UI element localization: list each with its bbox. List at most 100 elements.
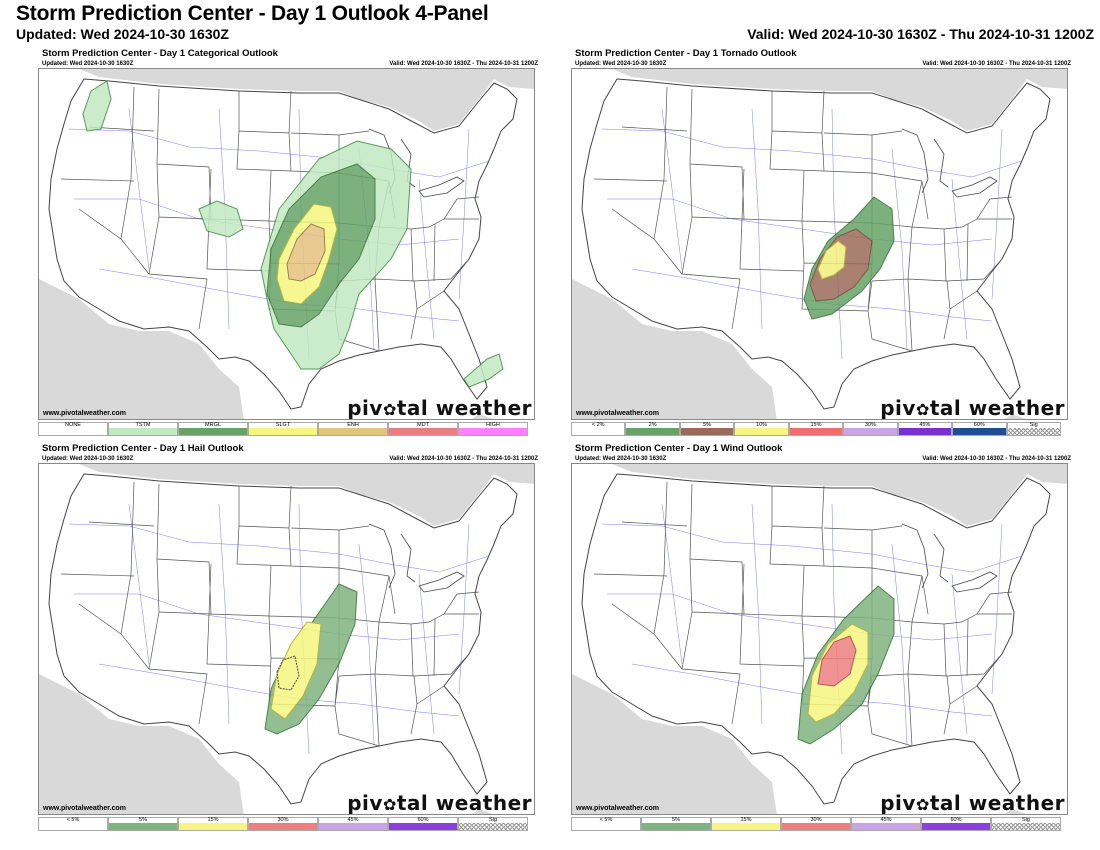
legend-item: 45% — [851, 817, 921, 831]
us-outline — [48, 473, 518, 805]
legend-label: Sig — [489, 817, 497, 823]
legend-label: < 5% — [66, 817, 80, 823]
legend-label: 60% — [973, 422, 985, 428]
legend-swatch — [389, 823, 457, 830]
legend-label: 45% — [347, 817, 359, 823]
logo-text-part2: tal weather — [929, 791, 1065, 815]
legend-swatch — [39, 428, 107, 435]
legend-item: ENH — [318, 422, 388, 436]
legend-swatch — [249, 428, 317, 435]
valid-label: Valid: Wed 2024-10-30 1630Z - Thu 2024-1… — [747, 26, 1094, 42]
legend-item: 15% — [178, 817, 248, 831]
panel-title: Storm Prediction Center - Day 1 Tornado … — [575, 48, 797, 59]
legend-swatch — [459, 428, 527, 435]
legend-swatch — [109, 823, 177, 830]
legend-swatch — [319, 428, 387, 435]
legend-item: 30% — [248, 817, 318, 831]
us-map — [572, 464, 1067, 814]
legend-item: NONE — [38, 422, 108, 436]
legend-label: 30% — [810, 817, 822, 823]
legend-swatch — [109, 428, 177, 435]
legend-label: 5% — [703, 422, 712, 428]
us-outline — [581, 473, 1051, 805]
legend-swatch — [319, 823, 387, 830]
mexico-land — [39, 674, 244, 814]
legend-label: 5% — [139, 817, 147, 823]
legend-label: 5% — [672, 817, 680, 823]
legend-swatch — [249, 823, 317, 830]
pivotal-weather-logo: piv✿tal weather — [347, 396, 532, 419]
logo-text-part1: piv — [880, 791, 916, 815]
legend-label: 15% — [207, 817, 219, 823]
legend-swatch — [852, 823, 920, 830]
legend-label: HIGH — [486, 422, 500, 428]
great-lakes — [901, 128, 998, 198]
legend-swatch — [898, 428, 952, 435]
legend-swatch — [735, 428, 788, 435]
map-frame: www.pivotalweather.com piv✿tal weather — [571, 68, 1068, 420]
gear-icon: ✿ — [382, 400, 397, 419]
legend-label: 45% — [919, 422, 931, 428]
legend-item: 15% — [711, 817, 781, 831]
panel-wind: Storm Prediction Center - Day 1 Wind Out… — [571, 443, 1071, 833]
legend-label: 60% — [950, 817, 962, 823]
legend-item: 2% — [625, 422, 680, 436]
legend-item: 60% — [388, 817, 458, 831]
legend-label: TSTM — [135, 422, 151, 428]
wind-30-area — [817, 635, 857, 687]
pivotal-weather-logo: piv✿tal weather — [880, 396, 1065, 420]
legend-label: 2% — [648, 422, 657, 428]
legend-item: < 5% — [38, 817, 108, 831]
map-frame: www.pivotalweather.com piv✿tal weather — [38, 68, 535, 420]
legend-item: 60% — [952, 422, 1007, 436]
gear-icon: ✿ — [382, 795, 397, 814]
legend: NONE TSTM MRGL SLGT ENH MDT HIGH — [38, 422, 528, 436]
legend-label: 15% — [740, 817, 752, 823]
legend-item: 10% — [734, 422, 789, 436]
legend-label: 45% — [880, 817, 892, 823]
updated-label: Updated: Wed 2024-10-30 1630Z — [16, 26, 229, 42]
legend-label: Sig — [1022, 817, 1030, 823]
florida-south — [1004, 809, 1027, 814]
logo-text-part1: piv — [347, 791, 383, 815]
panel-categorical: Storm Prediction Center - Day 1 Categori… — [38, 48, 538, 438]
florida-south — [471, 414, 494, 419]
panel-tornado: Storm Prediction Center - Day 1 Tornado … — [571, 48, 1071, 438]
credit-text: www.pivotalweather.com — [576, 410, 659, 417]
hail-sig-area — [276, 655, 300, 691]
legend-item: MDT — [388, 422, 458, 436]
legend: < 5% 5% 15% 30% 45% 60% Sig — [571, 817, 1061, 831]
legend-swatch — [389, 428, 457, 435]
risk-areas — [264, 583, 358, 735]
florida-south — [471, 809, 494, 814]
legend-label: MDT — [417, 422, 429, 428]
panel-updated: Updated: Wed 2024-10-30 1630Z — [42, 61, 134, 67]
mexico-land — [572, 674, 777, 814]
panel-title: Storm Prediction Center - Day 1 Hail Out… — [42, 443, 244, 454]
legend-swatch — [39, 823, 107, 830]
legend-item: SLGT — [248, 422, 318, 436]
panel-valid: Valid: Wed 2024-10-30 1630Z - Thu 2024-1… — [389, 456, 538, 462]
legend-item: TSTM — [108, 422, 178, 436]
state-borders — [593, 481, 1013, 747]
enh-area — [286, 223, 326, 282]
hail-15-area — [270, 621, 322, 720]
legend-swatch — [712, 823, 780, 830]
legend-label: ENH — [347, 422, 359, 428]
panel-valid: Valid: Wed 2024-10-30 1630Z - Thu 2024-1… — [922, 61, 1071, 67]
logo-text-part2: tal weather — [396, 791, 532, 815]
logo-text-part2: tal weather — [929, 396, 1065, 420]
panel-title: Storm Prediction Center - Day 1 Wind Out… — [575, 443, 783, 454]
state-borders — [593, 86, 1013, 352]
legend-label: 30% — [864, 422, 876, 428]
risk-areas — [797, 585, 895, 745]
panel-updated: Updated: Wed 2024-10-30 1630Z — [575, 456, 667, 462]
canada-land — [39, 69, 534, 131]
legend-item: HIGH — [458, 422, 528, 436]
legend-item: Sig — [458, 817, 528, 831]
legend-item: 5% — [641, 817, 711, 831]
legend: < 5% 5% 15% 30% 45% 60% Sig — [38, 817, 528, 831]
legend-item: < 5% — [571, 817, 641, 831]
panel-hail: Storm Prediction Center - Day 1 Hail Out… — [38, 443, 538, 833]
tstm-area-colorado — [198, 200, 244, 238]
